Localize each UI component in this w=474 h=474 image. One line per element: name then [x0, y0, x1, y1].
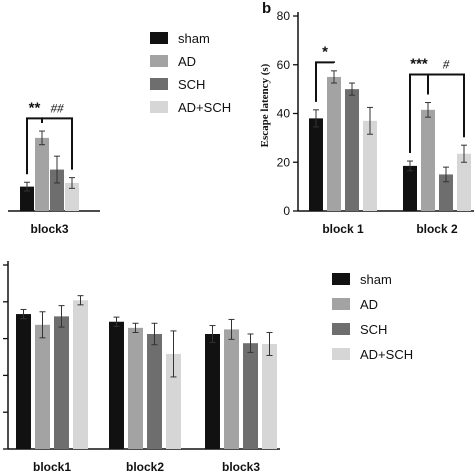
bar-sch-1 — [439, 174, 453, 211]
significance-label: * — [322, 43, 328, 60]
category-label: block 1 — [322, 222, 364, 236]
significance-bracket: * — [315, 43, 335, 102]
legend-top: sham AD SCH AD+SCH — [150, 31, 231, 115]
legend-label: sham — [360, 272, 392, 287]
bar-ad-sch-2 — [262, 343, 277, 449]
legend-swatch-ad-sch — [332, 348, 350, 360]
bracket-line — [427, 73, 465, 138]
legend-swatch-ad — [150, 55, 168, 67]
legend-label: AD+SCH — [360, 347, 413, 362]
chart-bottom: block1 block2 block3 — [3, 261, 280, 474]
category-label: block 2 — [416, 222, 458, 236]
y-tick-label: 0 — [283, 204, 290, 218]
bar-ad-sch-1 — [457, 153, 471, 211]
legend-swatch-sch — [150, 78, 168, 90]
chart-top-right: 0 20 40 60 80 Escape latency (s) b block 1 block… — [259, 0, 474, 236]
bar-ad-1 — [421, 109, 435, 211]
bar-sham-0 — [20, 186, 34, 211]
bar-ad-0 — [327, 76, 341, 211]
bar-sham-1 — [403, 165, 417, 211]
bar-ad-0 — [35, 137, 49, 211]
y-tick-label: 80 — [277, 9, 291, 23]
bar-ad-sch-1 — [166, 353, 181, 449]
legend-label: sham — [178, 31, 210, 46]
bar-sch-0 — [50, 169, 64, 211]
y-axis-title: Escape latency (s) — [259, 63, 271, 147]
y-tick-label: 40 — [277, 107, 291, 121]
legend-label: SCH — [360, 322, 387, 337]
legend-label: AD — [360, 297, 378, 312]
significance-label: ## — [51, 100, 65, 115]
category-label: block2 — [126, 460, 164, 474]
bar-sch-2 — [243, 343, 258, 449]
legend-bottom: sham AD SCH AD+SCH — [332, 272, 413, 362]
bar-sham-0 — [309, 118, 323, 211]
y-tick-label: 60 — [277, 58, 291, 72]
legend-label: AD+SCH — [178, 100, 231, 115]
significance-bracket: # — [427, 57, 465, 138]
legend-label: AD — [178, 54, 196, 69]
bar-ad-0 — [35, 324, 50, 449]
significance-label: *** — [410, 56, 428, 73]
category-label: block3 — [30, 222, 68, 236]
bar-ad-sch-0 — [65, 182, 79, 211]
bar-ad-sch-0 — [363, 120, 377, 211]
bracket-line — [315, 61, 335, 102]
bar-ad-2 — [224, 329, 239, 449]
bracket-line — [41, 117, 73, 170]
bar-ad-1 — [128, 327, 143, 449]
bar-sch-0 — [345, 89, 359, 211]
category-label: block3 — [222, 460, 260, 474]
category-label: block1 — [33, 460, 71, 474]
significance-bracket: ## — [41, 100, 73, 170]
bar-sham-2 — [205, 334, 220, 449]
y-tick-label: 20 — [277, 155, 291, 169]
significance-label: # — [443, 57, 450, 72]
bar-ad-sch-0 — [73, 300, 88, 449]
chart-top-left: block3 ** ## — [8, 99, 100, 236]
bar-sham-0 — [16, 314, 31, 449]
bar-sham-1 — [109, 321, 124, 449]
legend-swatch-ad — [332, 298, 350, 310]
legend-label: SCH — [178, 77, 205, 92]
panel-letter: b — [262, 0, 271, 17]
bar-sch-0 — [54, 316, 69, 449]
legend-swatch-ad-sch — [150, 101, 168, 113]
legend-swatch-sham — [332, 273, 350, 285]
significance-label: ** — [29, 99, 41, 116]
legend-swatch-sch — [332, 323, 350, 335]
bar-sch-1 — [147, 334, 162, 449]
legend-swatch-sham — [150, 32, 168, 44]
